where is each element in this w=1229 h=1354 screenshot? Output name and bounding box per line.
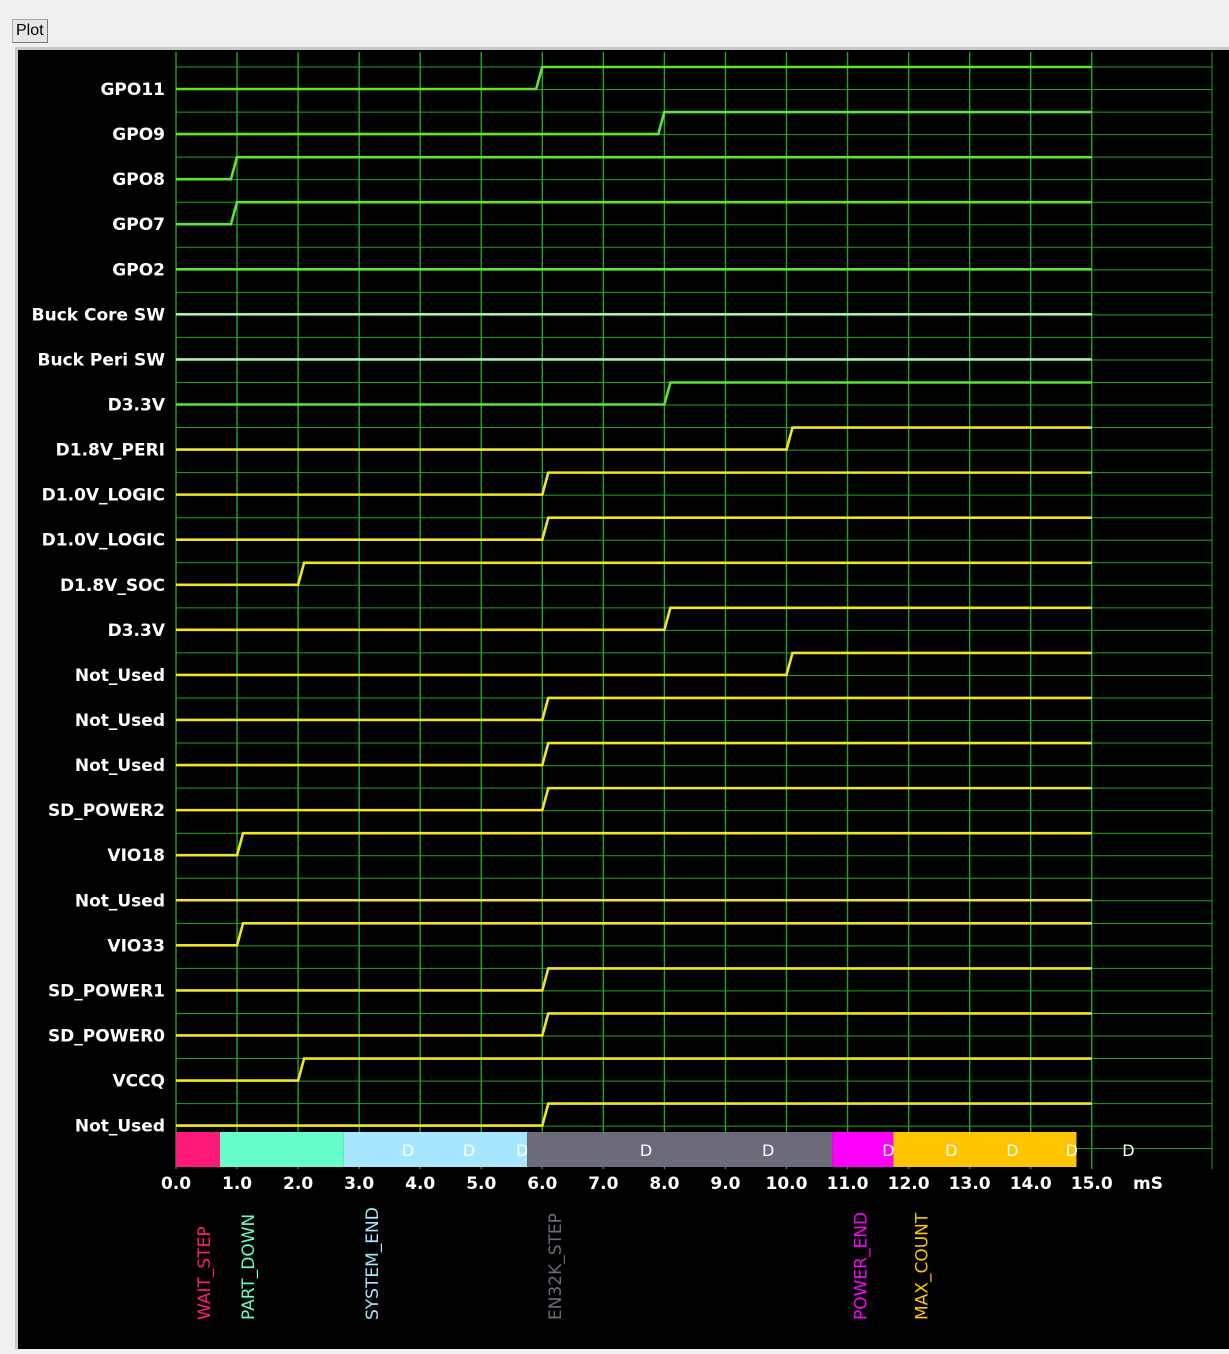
x-tick-label: 10.0 <box>766 1174 808 1194</box>
x-tick-label: 13.0 <box>949 1174 991 1194</box>
signal-trace <box>176 606 1092 632</box>
x-tick-label: 6.0 <box>527 1174 557 1194</box>
x-tick-label: 4.0 <box>405 1174 435 1194</box>
signal-label: GPO2 <box>112 260 165 280</box>
x-tick-label: 15.0 <box>1071 1174 1113 1194</box>
signal-label: Not_Used <box>75 711 165 731</box>
signal-label: D1.8V_PERI <box>56 441 165 461</box>
phase-name: MAX_COUNT <box>912 1212 932 1320</box>
signal-label: SD_POWER1 <box>48 981 165 1001</box>
signal-label: D1.0V_LOGIC <box>42 531 165 551</box>
signal-trace <box>176 155 1092 181</box>
phase-mark-label: D <box>402 1141 414 1160</box>
phase-segment <box>893 1132 1077 1167</box>
phase-segment <box>832 1132 894 1167</box>
phase-name: EN32K_STEP <box>546 1213 566 1320</box>
signal-label: Buck Core SW <box>32 305 166 325</box>
phase-name: PART_DOWN <box>239 1214 259 1320</box>
phase-segment <box>527 1132 833 1167</box>
signal-label: Not_Used <box>75 666 165 686</box>
x-tick-label: 7.0 <box>588 1174 618 1194</box>
phase-mark-label: D <box>945 1141 957 1160</box>
signal-label: D1.8V_SOC <box>60 576 165 596</box>
signal-trace <box>176 741 1092 767</box>
signal-label: SD_POWER0 <box>48 1026 165 1046</box>
signal-trace <box>176 967 1092 992</box>
signal-label: SD_POWER2 <box>48 801 165 821</box>
signal-trace <box>176 65 1092 91</box>
signal-label: Buck Peri SW <box>38 350 166 370</box>
signal-label: D3.3V <box>108 395 166 415</box>
signal-label: VIO18 <box>107 846 165 866</box>
x-tick-label: 5.0 <box>466 1174 496 1194</box>
phase-mark-label: D <box>882 1141 894 1160</box>
signal-label: GPO8 <box>112 170 165 190</box>
signal-trace <box>176 696 1092 722</box>
signal-label: D1.0V_LOGIC <box>42 486 165 506</box>
signal-label: VCCQ <box>112 1072 165 1092</box>
x-tick-label: 1.0 <box>222 1174 252 1194</box>
signal-trace <box>176 786 1092 812</box>
signal-trace <box>176 471 1092 496</box>
signal-trace <box>176 831 1092 857</box>
phase-mark-label: D <box>640 1141 652 1160</box>
signal-trace <box>176 922 1092 947</box>
phase-mark-label: D <box>1122 1141 1134 1160</box>
signal-trace <box>176 1057 1092 1082</box>
signal-label: Not_Used <box>75 891 165 911</box>
signal-label: GPO11 <box>100 80 165 100</box>
phase-name: WAIT_STEP <box>195 1226 215 1320</box>
phase-mark-label: D <box>1006 1141 1018 1160</box>
signal-trace <box>176 1012 1092 1037</box>
signal-trace <box>176 1102 1092 1127</box>
signal-label: VIO33 <box>107 936 165 956</box>
timing-plot: GPO11 GPO9 GPO8 GPO7 GPO2 Buck Core SW Buck Pe… <box>18 50 1229 1349</box>
signal-label: GPO7 <box>112 215 165 235</box>
x-tick-label: 12.0 <box>888 1174 930 1194</box>
signal-trace <box>176 426 1092 451</box>
x-tick-label: 14.0 <box>1010 1174 1052 1194</box>
signal-trace <box>176 381 1092 406</box>
signal-label: Not_Used <box>75 1117 165 1137</box>
signal-label: D3.3V <box>108 621 166 641</box>
x-tick-label: 11.0 <box>827 1174 869 1194</box>
phase-segment <box>343 1132 528 1167</box>
x-tick-label: 8.0 <box>649 1174 679 1194</box>
signal-trace <box>176 200 1092 226</box>
phase-mark-label: D <box>762 1141 774 1160</box>
phase-mark-label: D <box>516 1141 528 1160</box>
signal-trace <box>176 516 1092 541</box>
x-tick-label: 3.0 <box>344 1174 374 1194</box>
x-tick-label: 0.0 <box>161 1174 191 1194</box>
signal-label: GPO9 <box>112 125 165 145</box>
timing-chart: GPO11 GPO9 GPO8 GPO7 GPO2 Buck Core SW Buck Pe… <box>32 52 1213 1320</box>
signal-trace <box>176 561 1092 587</box>
x-tick-label: 2.0 <box>283 1174 313 1194</box>
x-tick-label: 9.0 <box>710 1174 740 1194</box>
phase-segment <box>219 1132 344 1167</box>
signal-trace <box>176 110 1092 136</box>
phase-name: SYSTEM_END <box>363 1207 383 1320</box>
phase-mark-label: D <box>463 1141 475 1160</box>
grid-lines <box>175 52 1213 1169</box>
phase-mark-label: D <box>1065 1141 1077 1160</box>
tab-plot[interactable]: Plot <box>12 19 48 43</box>
signal-label: Not_Used <box>75 756 165 776</box>
phase-name: POWER_END <box>851 1212 871 1320</box>
phase-segment <box>176 1132 220 1167</box>
x-unit-label: mS <box>1133 1174 1163 1194</box>
signal-trace <box>176 651 1092 677</box>
